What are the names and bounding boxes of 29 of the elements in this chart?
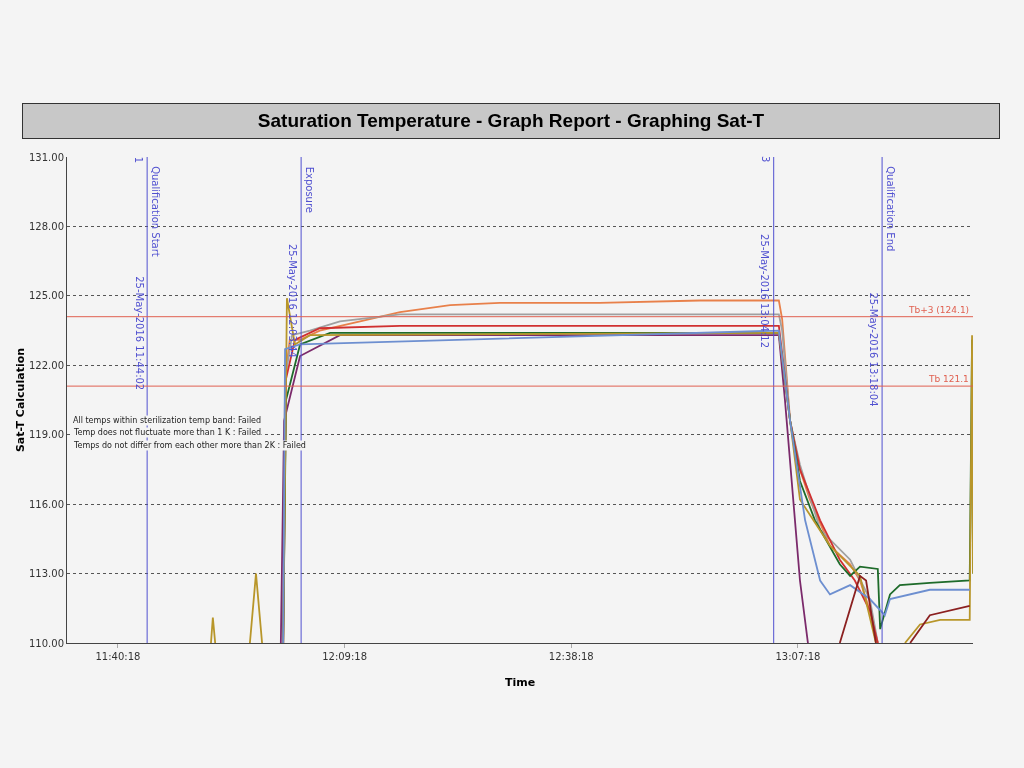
y-tick-label: 131.00 xyxy=(29,151,64,163)
y-tick-label: 116.00 xyxy=(29,498,64,510)
x-tick-label: 11:40:18 xyxy=(95,651,141,662)
y-axis-title: Sat-T Calculation xyxy=(14,347,27,453)
annotation: 25-May-2016 13:04:12 xyxy=(759,234,771,349)
annotation: 25-May-2016 13:18:04 xyxy=(867,292,879,407)
y-tick-label: 128.00 xyxy=(29,220,64,232)
y-tick-label: 125.00 xyxy=(29,290,64,302)
annotation: Temp does not fluctuate more than 1 K : Failed xyxy=(73,428,262,437)
y-tick-label: 119.00 xyxy=(29,429,64,441)
annotation: 25-May-2016 11:44:02 xyxy=(133,276,145,391)
ref-line-label: Tb 121.1 xyxy=(928,374,969,384)
x-tick-label: 12:38:18 xyxy=(548,651,594,662)
y-tick-label: 110.00 xyxy=(29,637,64,649)
annotation: 3 xyxy=(759,156,771,163)
x-tick-label: 12:09:18 xyxy=(322,651,368,662)
y-tick-label: 122.00 xyxy=(29,359,64,371)
y-tick-label: 113.00 xyxy=(29,568,64,580)
x-axis-title: Time xyxy=(504,676,536,689)
chart-title: Saturation Temperature - Graph Report - Graphing Sat-T xyxy=(22,103,1000,139)
annotation: 25-May-2016 12:03:44 xyxy=(287,243,299,358)
x-tick-label: 13:07:18 xyxy=(775,651,821,662)
ref-line-label: Exposure xyxy=(303,166,315,213)
annotation: Temps do not differ from each other more than 2K : Failed xyxy=(73,441,306,450)
annotation: All temps within sterilization temp band: Failed xyxy=(73,416,262,425)
ref-line-label: Qualification Start xyxy=(150,166,162,257)
ref-line-label: Qualification End xyxy=(885,166,897,252)
annotation: 1 xyxy=(132,156,144,164)
ref-line-label: Tb+3 (124.1) xyxy=(908,305,970,315)
